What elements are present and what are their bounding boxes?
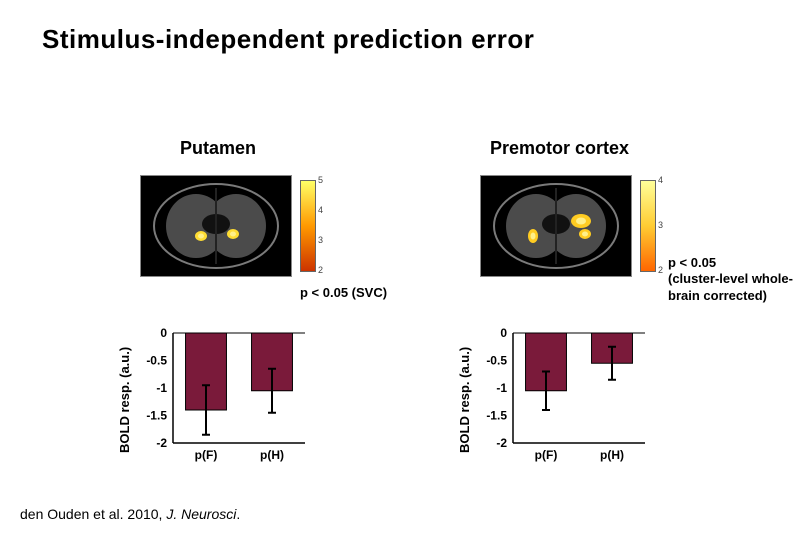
- svg-text:-1: -1: [496, 381, 507, 395]
- svg-text:p(F): p(F): [195, 448, 218, 462]
- svg-text:-0.5: -0.5: [146, 354, 167, 368]
- right-stat-note: p < 0.05(cluster-level whole-brain corre…: [668, 255, 808, 304]
- svg-text:-1.5: -1.5: [486, 409, 507, 423]
- citation-journal: J. Neurosci: [166, 506, 236, 522]
- svg-text:p(H): p(H): [260, 448, 284, 462]
- citation-authors: den Ouden et al. 2010,: [20, 506, 162, 522]
- left-stat-note: p < 0.05 (SVC): [300, 285, 387, 300]
- right-brain-image: [480, 175, 632, 277]
- right-colorbar: [640, 180, 656, 272]
- svg-text:p(H): p(H): [600, 448, 624, 462]
- svg-text:-2: -2: [156, 436, 167, 450]
- right-bar-chart: 0 -0.5 -1 -1.5 -2 p(F) p(H): [475, 325, 655, 465]
- right-panel-label: Premotor cortex: [490, 138, 629, 159]
- svg-text:-0.5: -0.5: [486, 354, 507, 368]
- left-panel-label: Putamen: [180, 138, 256, 159]
- svg-text:0: 0: [500, 326, 507, 340]
- svg-text:-2: -2: [496, 436, 507, 450]
- svg-text:-1: -1: [156, 381, 167, 395]
- citation-suffix: .: [236, 506, 240, 522]
- svg-text:-1.5: -1.5: [146, 409, 167, 423]
- left-bar-chart: 0 -0.5 -1 -1.5 -2 p(F) p(H): [135, 325, 315, 465]
- left-brain-image: [140, 175, 292, 277]
- left-colorbar-ticks: 5432: [318, 180, 338, 270]
- slide-title: Stimulus-independent prediction error: [42, 24, 534, 55]
- citation: den Ouden et al. 2010, J. Neurosci.: [20, 506, 240, 522]
- right-chart-ylabel: BOLD resp. (a.u.): [457, 347, 472, 453]
- left-colorbar: [300, 180, 316, 272]
- svg-text:0: 0: [160, 326, 167, 340]
- left-chart-ylabel: BOLD resp. (a.u.): [117, 347, 132, 453]
- svg-text:p(F): p(F): [535, 448, 558, 462]
